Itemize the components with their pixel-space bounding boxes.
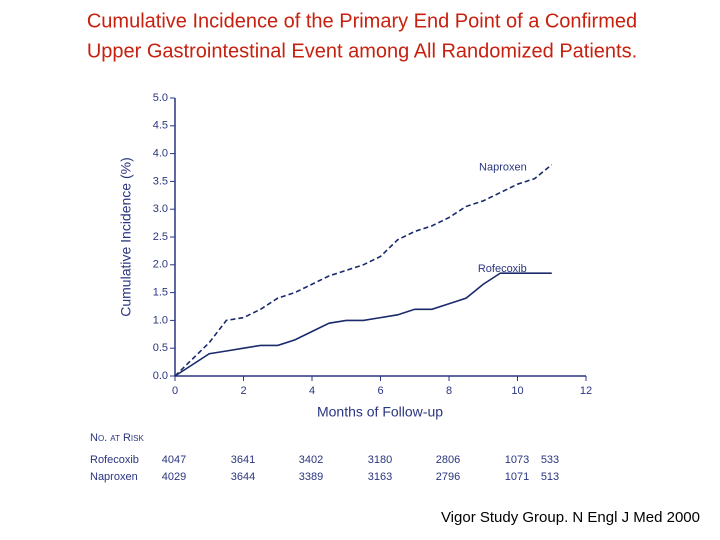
at-risk-value: 4029 xyxy=(162,471,186,483)
at-risk-value: 3644 xyxy=(231,471,255,483)
series-label: Naproxen xyxy=(479,162,527,174)
y-tick-label: 5.0 xyxy=(153,92,168,104)
at-risk-value: 2806 xyxy=(436,454,460,466)
y-tick-label: 2.5 xyxy=(153,231,168,243)
y-tick-label: 1.0 xyxy=(153,314,168,326)
at-risk-value: 3402 xyxy=(299,454,323,466)
at-risk-value: 3389 xyxy=(299,471,323,483)
x-axis-title: Months of Follow-up xyxy=(317,404,443,420)
at-risk-value: 1073 xyxy=(505,454,529,466)
series-line xyxy=(174,272,552,377)
citation: Vigor Study Group. N Engl J Med 2000 xyxy=(441,509,700,526)
x-tick-label: 4 xyxy=(309,385,315,397)
at-risk-row-name: Rofecoxib xyxy=(90,454,139,466)
at-risk-value: 3180 xyxy=(368,454,392,466)
x-tick-label: 6 xyxy=(377,385,383,397)
series-line xyxy=(174,164,553,377)
y-tick-label: 1.5 xyxy=(153,287,168,299)
at-risk-value: 513 xyxy=(541,471,559,483)
y-tick-label: 4.0 xyxy=(153,148,168,160)
y-tick-label: 2.0 xyxy=(153,259,168,271)
x-tick-label: 12 xyxy=(580,385,592,397)
at-risk-value: 533 xyxy=(541,454,559,466)
y-tick-label: 4.5 xyxy=(153,120,168,132)
y-tick-label: 3.5 xyxy=(153,175,168,187)
at-risk-title: No. at Risk xyxy=(90,432,144,444)
at-risk-value: 3641 xyxy=(231,454,255,466)
at-risk-value: 4047 xyxy=(162,454,186,466)
y-tick-label: 0.0 xyxy=(153,370,168,382)
x-tick-label: 10 xyxy=(511,385,523,397)
y-tick-label: 0.5 xyxy=(153,342,168,354)
x-tick-label: 0 xyxy=(172,385,178,397)
at-risk-row-name: Naproxen xyxy=(90,471,138,483)
title-line-1: Cumulative Incidence of the Primary End … xyxy=(87,10,637,32)
x-tick-label: 8 xyxy=(446,385,452,397)
series-label: Rofecoxib xyxy=(478,263,527,275)
y-tick-label: 3.0 xyxy=(153,203,168,215)
x-tick-label: 2 xyxy=(240,385,246,397)
y-axis-title: Cumulative Incidence (%) xyxy=(118,157,134,317)
at-risk-value: 2796 xyxy=(436,471,460,483)
at-risk-value: 1071 xyxy=(505,471,529,483)
title-line-2: Upper Gastrointestinal Event among All R… xyxy=(87,40,637,62)
at-risk-value: 3163 xyxy=(368,471,392,483)
